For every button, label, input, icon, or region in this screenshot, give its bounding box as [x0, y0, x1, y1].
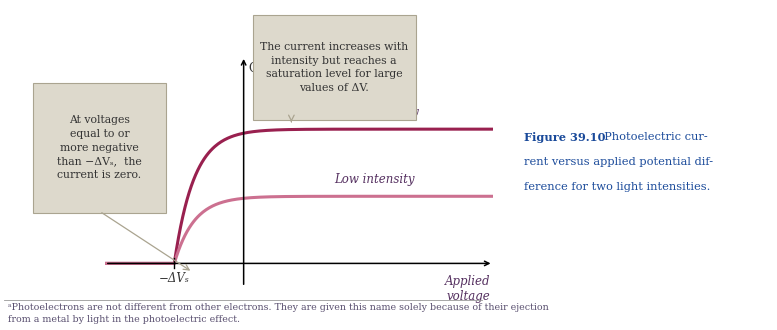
Text: Figure 39.10: Figure 39.10 [524, 132, 606, 143]
FancyBboxPatch shape [33, 82, 166, 213]
Text: High intensity: High intensity [334, 106, 419, 119]
Text: −ΔVₛ: −ΔVₛ [159, 272, 190, 285]
Text: Applied
voltage: Applied voltage [444, 275, 490, 303]
Text: ᵃPhotoelectrons are not different from other electrons. They are given this name: ᵃPhotoelectrons are not different from o… [8, 303, 549, 324]
Text: rent versus applied potential dif-: rent versus applied potential dif- [524, 157, 713, 167]
Text: ference for two light intensities.: ference for two light intensities. [524, 182, 711, 191]
Text: Current: Current [249, 62, 295, 75]
FancyBboxPatch shape [253, 15, 416, 120]
Text: Photoelectric cur-: Photoelectric cur- [597, 132, 708, 142]
Text: The current increases with
intensity but reaches a
saturation level for large
va: The current increases with intensity but… [260, 42, 408, 93]
Text: At voltages
equal to or
more negative
than −ΔVₛ,  the
current is zero.: At voltages equal to or more negative th… [57, 115, 142, 180]
Text: Low intensity: Low intensity [334, 174, 414, 186]
